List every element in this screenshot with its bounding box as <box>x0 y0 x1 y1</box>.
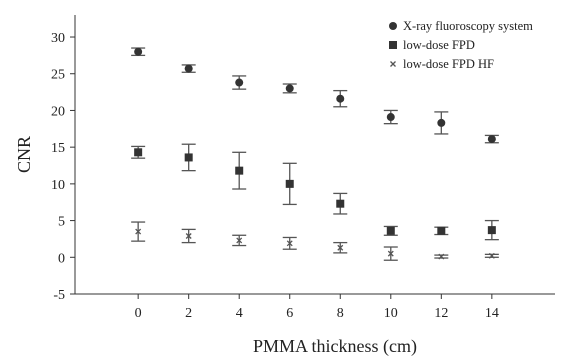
data-point-x <box>390 61 396 67</box>
y-tick-label: 15 <box>51 141 65 156</box>
data-point-circle <box>386 113 395 122</box>
data-point-x <box>387 250 394 257</box>
data-point-x <box>185 233 192 239</box>
data-point-square <box>336 199 345 208</box>
data-point-circle <box>437 118 446 127</box>
data-point-x <box>337 244 344 251</box>
axes: -5 0 5 10 15 20 25 30 0 2 4 6 8 10 12 14 <box>51 15 555 321</box>
legend: X-ray fluoroscopy system low-dose FPD low-… <box>389 19 533 71</box>
data-point-square <box>386 226 395 235</box>
legend-item: X-ray fluoroscopy system <box>389 19 533 33</box>
legend-label: low-dose FPD <box>403 38 475 52</box>
data-point-square <box>134 148 143 157</box>
x-tick-label: 0 <box>135 306 142 321</box>
chart-marks <box>131 47 499 261</box>
data-point-circle <box>235 78 244 87</box>
series-2 <box>131 221 499 261</box>
y-tick-label: 5 <box>58 215 65 230</box>
y-tick-label: 0 <box>58 251 65 266</box>
y-tick-label: -5 <box>53 288 65 303</box>
x-tick-label: 4 <box>236 306 243 321</box>
series-0 <box>131 47 499 144</box>
data-point-circle <box>184 64 193 73</box>
data-point-circle <box>134 47 143 56</box>
legend-item: low-dose FPD HF <box>390 57 494 71</box>
data-point-circle <box>389 22 397 30</box>
data-point-square <box>184 153 193 162</box>
data-point-circle <box>336 94 345 103</box>
data-point-circle <box>487 135 496 144</box>
x-tick-label: 12 <box>434 306 448 321</box>
data-point-square <box>487 226 496 235</box>
data-point-square <box>389 41 397 49</box>
data-point-x <box>488 252 495 259</box>
y-axis-title: CNR <box>14 136 34 173</box>
data-point-x <box>438 253 445 260</box>
legend-label: X-ray fluoroscopy system <box>403 19 533 33</box>
y-tick-label: 10 <box>51 178 65 193</box>
x-tick-label: 14 <box>485 306 499 321</box>
y-tick-label: 25 <box>51 68 65 83</box>
data-point-square <box>437 226 446 235</box>
legend-item: low-dose FPD <box>389 38 475 52</box>
data-point-square <box>235 166 244 175</box>
x-tick-label: 10 <box>384 306 398 321</box>
x-tick-label: 8 <box>337 306 344 321</box>
x-tick-label: 6 <box>286 306 293 321</box>
y-tick-label: 30 <box>51 31 65 46</box>
y-tick-label: 20 <box>51 104 65 119</box>
data-point-circle <box>285 84 294 93</box>
x-tick-label: 2 <box>185 306 192 321</box>
data-point-square <box>285 179 294 188</box>
series-1 <box>131 143 499 241</box>
data-point-x <box>236 237 243 244</box>
data-point-x <box>135 228 142 235</box>
data-point-x <box>286 240 293 247</box>
legend-label: low-dose FPD HF <box>403 57 494 71</box>
x-axis-title: PMMA thickness (cm) <box>253 336 417 357</box>
